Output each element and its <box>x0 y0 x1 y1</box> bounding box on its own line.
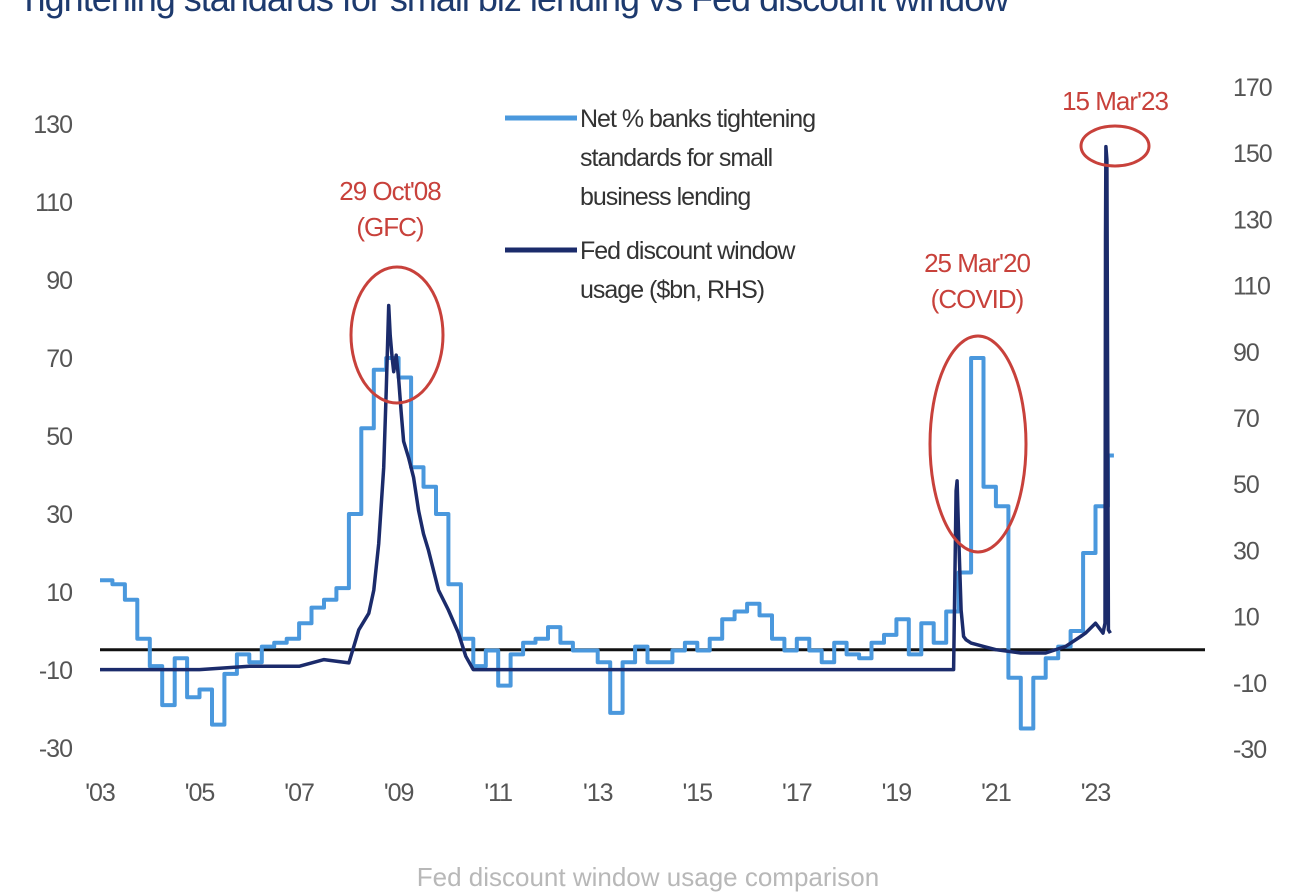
annotation-label: 15 Mar'23 <box>1062 86 1168 116</box>
x-tick-label: '21 <box>981 779 1011 807</box>
x-tick-label: '07 <box>284 779 314 807</box>
left-tick-label: 50 <box>46 423 72 451</box>
annotation-label: 29 Oct'08 <box>339 176 441 206</box>
left-tick-label: 10 <box>46 579 72 607</box>
annotation-circle <box>928 334 1028 554</box>
right-tick-label: 150 <box>1233 140 1272 168</box>
right-tick-label: 30 <box>1233 537 1259 565</box>
series-right-group <box>100 144 1112 672</box>
x-tick-label: '23 <box>1081 779 1111 807</box>
legend-label: standards for small <box>580 144 772 172</box>
annotation-label: (COVID) <box>931 284 1024 314</box>
right-tick-label: 170 <box>1233 74 1272 102</box>
left-tick-label: -30 <box>39 735 72 763</box>
right-axis-ticks: 170 150 130 110 90 70 50 30 10 -10 -30 <box>1233 74 1273 764</box>
annotation-label: (GFC) <box>356 212 424 242</box>
figure-caption: Fed discount window usage comparison <box>416 862 880 892</box>
left-tick-label: 90 <box>46 267 72 295</box>
legend-label: usage ($bn, RHS) <box>580 276 764 304</box>
left-axis-ticks: 130 110 90 70 50 30 10 -10 -30 <box>33 111 73 763</box>
left-tick-label: 110 <box>35 189 72 217</box>
right-tick-label: 70 <box>1233 405 1259 433</box>
annotation-label: 25 Mar'20 <box>924 248 1030 278</box>
left-tick-label: 130 <box>33 111 72 139</box>
x-tick-label: '11 <box>484 779 512 807</box>
annotation-circle <box>1079 124 1151 168</box>
legend-label: Net % banks tightening <box>580 105 815 133</box>
right-tick-label: -10 <box>1233 670 1266 698</box>
x-tick-label: '03 <box>85 779 115 807</box>
series-line-1 <box>100 356 1114 731</box>
left-tick-label: 70 <box>46 345 72 373</box>
annotations-group: 29 Oct'08 (GFC) 25 Mar'20 (COVID) 15 Mar'23 <box>339 86 1169 554</box>
right-tick-label: 90 <box>1233 339 1259 367</box>
x-tick-label: '15 <box>683 779 713 807</box>
x-tick-label: '05 <box>185 779 215 807</box>
series-line-2 <box>100 144 1112 672</box>
annotation-circle <box>349 265 445 405</box>
left-tick-label: 30 <box>46 501 72 529</box>
legend-label: Fed discount window <box>580 237 796 265</box>
right-tick-label: 110 <box>1233 273 1270 301</box>
x-tick-label: '19 <box>882 779 912 807</box>
right-tick-label: 10 <box>1233 604 1259 632</box>
x-tick-label: '17 <box>782 779 812 807</box>
chart-title: Tightening standards for small biz lendi… <box>18 0 1288 26</box>
series-left-group <box>100 356 1114 731</box>
right-tick-label: 130 <box>1233 206 1272 234</box>
right-tick-label: -30 <box>1233 736 1266 764</box>
x-tick-label: '13 <box>583 779 613 807</box>
legend-label: business lending <box>580 183 750 211</box>
x-tick-label: '09 <box>384 779 414 807</box>
legend-group: Net % banks tightening standards for smal… <box>505 105 816 304</box>
left-tick-label: -10 <box>39 657 72 685</box>
right-tick-label: 50 <box>1233 471 1259 499</box>
x-axis-ticks: '03 '05 '07 '09 '11 '13 '15 '17 '19 '21 '23 <box>85 779 1111 807</box>
